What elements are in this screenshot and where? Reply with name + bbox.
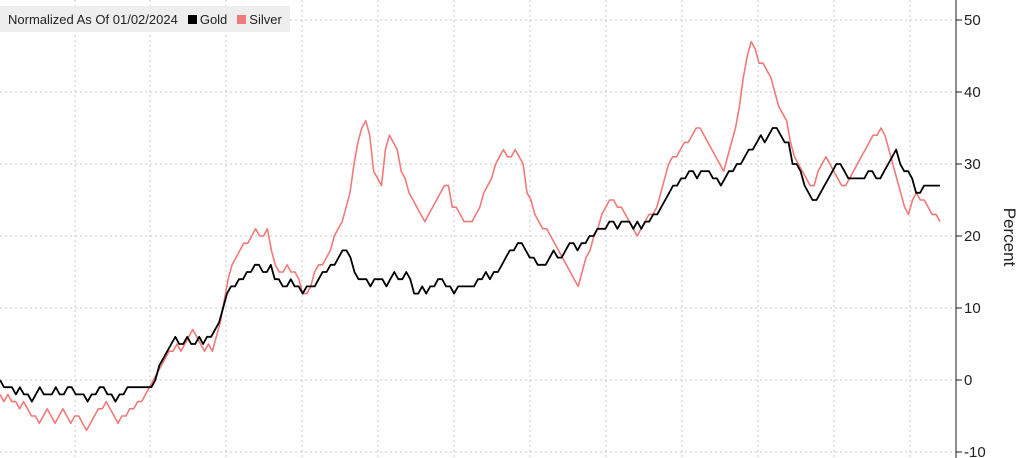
- y-tick-label: 40: [964, 84, 981, 101]
- legend-entry-gold: Gold: [187, 11, 228, 27]
- gridlines: [0, 0, 956, 458]
- y-tick-label: 10: [964, 300, 981, 317]
- legend-entry-silver: Silver: [237, 12, 282, 27]
- legend-label-silver: Silver: [249, 11, 282, 27]
- y-axis-ticks: -10 0 10 20 30 40 50: [956, 12, 986, 458]
- y-tick-label: 0: [964, 372, 972, 389]
- legend-swatch-gold: [187, 14, 197, 24]
- chart-title: Normalized As Of 01/02/2024: [8, 11, 178, 27]
- series-line-gold: [0, 127, 940, 403]
- y-tick-label: 20: [964, 228, 981, 245]
- series-lines: [0, 40, 941, 432]
- y-axis-label: Percent: [1000, 208, 1019, 267]
- y-tick-label: -10: [964, 444, 986, 458]
- legend-label-gold: Gold: [199, 11, 228, 27]
- legend-swatch-silver: [237, 14, 247, 24]
- legend: Normalized As Of 01/02/2024 Gold Silver: [0, 6, 290, 32]
- y-tick-label: 30: [964, 156, 981, 173]
- y-tick-label: 50: [964, 12, 981, 29]
